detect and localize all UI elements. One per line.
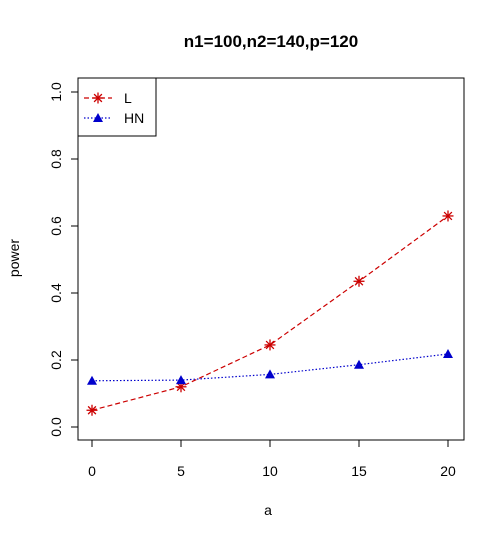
- x-axis-label: a: [264, 502, 272, 518]
- series-line-hn: [91, 353, 449, 382]
- x-axis: 0 5 10 15 20: [88, 439, 456, 479]
- legend-marker-l: [92, 92, 104, 104]
- data-point-hn: [443, 348, 453, 358]
- y-tick-label: 0.0: [48, 417, 64, 437]
- series-layer: [86, 210, 454, 416]
- data-point-hn: [176, 375, 186, 385]
- data-point-hn: [354, 359, 364, 369]
- y-tick-label: 0.8: [48, 149, 64, 169]
- data-point-l: [86, 404, 98, 416]
- x-tick-label: 5: [177, 463, 185, 479]
- legend-label-l: L: [124, 90, 132, 106]
- x-tick-label: 10: [262, 463, 278, 479]
- y-tick-label: 1.0: [48, 82, 64, 102]
- legend: L HN: [77, 77, 157, 137]
- x-tick-label: 20: [440, 463, 456, 479]
- x-tick-label: 0: [88, 463, 96, 479]
- series-line-l: [91, 215, 449, 411]
- data-point-hn: [87, 375, 97, 385]
- y-tick-label: 0.6: [48, 216, 64, 236]
- y-tick-label: 0.4: [48, 283, 64, 303]
- data-point-l: [442, 210, 454, 222]
- y-axis-label: power: [6, 239, 22, 277]
- legend-label-hn: HN: [124, 110, 144, 126]
- chart-title: n1=100,n2=140,p=120: [184, 32, 358, 51]
- y-axis: 0.0 0.2 0.4 0.6 0.8 1.0: [48, 82, 79, 437]
- data-point-l: [353, 275, 365, 287]
- legend-marker-hn: [93, 113, 103, 122]
- legend-box: [77, 77, 157, 137]
- data-point-hn: [265, 369, 275, 379]
- y-tick-label: 0.2: [48, 350, 64, 370]
- x-tick-label: 15: [351, 463, 367, 479]
- data-point-l: [264, 339, 276, 351]
